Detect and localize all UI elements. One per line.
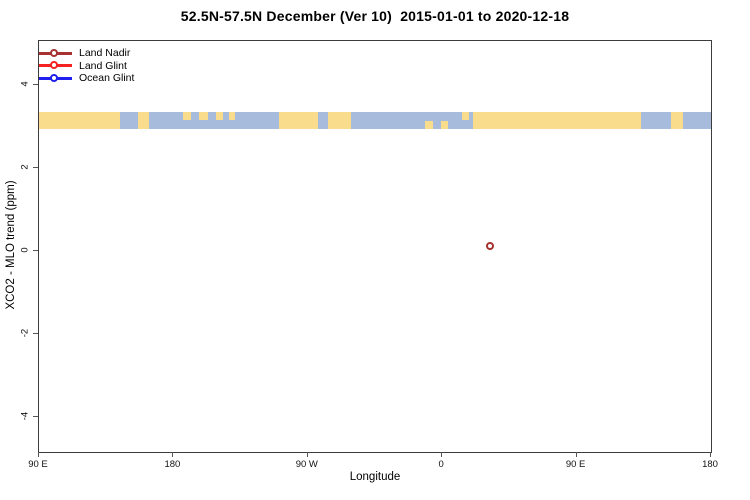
map-strip-land-segment	[440, 121, 449, 129]
y-axis-tick-label: 4	[19, 81, 31, 87]
x-axis-tick-label: 90 E	[565, 459, 586, 470]
y-axis-tick	[33, 84, 38, 85]
map-strip-land-segment	[278, 112, 318, 129]
legend-open-circle-icon	[50, 61, 58, 70]
x-axis-tick	[172, 452, 174, 457]
legend-item: Ocean Glint	[39, 72, 239, 84]
legend-item: Land Glint	[39, 60, 239, 72]
map-strip-land-segment	[327, 112, 351, 129]
legend-label: Ocean Glint	[79, 72, 135, 85]
x-axis-tick-label: 180	[702, 459, 718, 470]
y-axis-tick-label: 0	[19, 247, 31, 253]
y-axis-tick-label: 2	[19, 164, 31, 170]
x-axis-tick-label: 90 E	[28, 459, 48, 470]
legend-item: Land Nadir	[39, 47, 239, 59]
map-strip-ocean-segment	[682, 112, 711, 129]
y-axis-tick-label: -2	[19, 328, 31, 338]
map-strip-ocean-segment	[317, 112, 328, 129]
x-axis-tick	[441, 452, 443, 457]
x-axis-title: Longitude	[349, 471, 401, 483]
y-axis-title: XCO2 - MLO trend (ppm)	[5, 180, 17, 310]
x-axis-tick-label: 90 W	[295, 459, 318, 470]
map-strip-land-segment	[183, 112, 191, 120]
legend-open-circle-icon	[50, 48, 58, 57]
x-axis-tick	[575, 452, 577, 457]
map-strip-land-segment	[137, 112, 149, 129]
data-point-land-nadir	[486, 241, 495, 250]
map-strip-land-segment	[473, 112, 642, 129]
map-strip-land-segment	[39, 112, 120, 129]
map-strip-land-segment	[228, 112, 236, 120]
y-axis-tick	[33, 167, 38, 168]
map-strip-land-segment	[215, 112, 224, 120]
map-strip-ocean-segment	[119, 112, 138, 129]
map-strip-land-segment	[462, 112, 470, 120]
x-axis-tick	[710, 452, 711, 457]
map-strip-land-segment	[198, 112, 209, 120]
map-strip-ocean-segment	[641, 112, 671, 129]
x-axis-tick	[306, 452, 308, 457]
x-axis-tick-label: 180	[164, 459, 181, 470]
y-axis-tick	[33, 416, 38, 417]
x-axis-tick	[38, 452, 39, 457]
map-strip-ocean-segment	[149, 112, 279, 129]
map-strip	[39, 112, 711, 129]
map-strip-land-segment	[670, 112, 683, 129]
chart-title: 52.5N-57.5N December (Ver 10) 2015-01-01…	[180, 8, 570, 24]
legend-label: Land Glint	[79, 59, 127, 72]
legend-label: Land Nadir	[79, 47, 131, 59]
y-axis-tick-label: -4	[19, 411, 31, 421]
map-strip-land-segment	[425, 121, 433, 129]
plot-area: Land Nadir Land Glint Ocean Glint	[38, 40, 712, 453]
y-axis-tick	[33, 333, 38, 334]
y-axis-tick	[33, 250, 38, 251]
map-strip-ocean-segment	[350, 112, 474, 129]
x-axis-tick-label: 0	[438, 459, 444, 470]
legend-open-circle-icon	[50, 73, 58, 82]
